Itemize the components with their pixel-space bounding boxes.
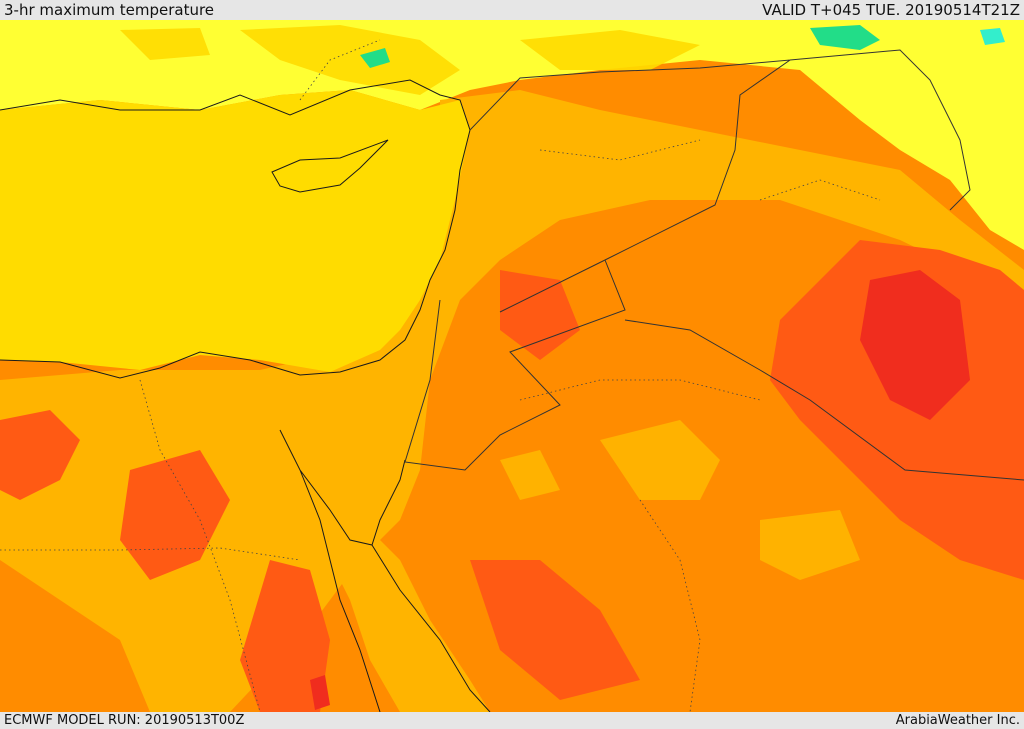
north-yellow-band (120, 25, 700, 95)
mediterranean-sea (0, 90, 470, 372)
map-canvas (0, 20, 1024, 712)
provider-label: ArabiaWeather Inc. (895, 713, 1020, 728)
red-sea (330, 520, 490, 712)
field-title: 3-hr maximum temperature (4, 1, 215, 19)
map-footer: ECMWF MODEL RUN: 20190513T00Z ArabiaWeat… (0, 712, 1024, 729)
north-cool-band (0, 20, 1024, 250)
cool-cyan-patch (980, 28, 1005, 45)
coastline-levant (0, 129, 471, 379)
hot-band-40 (310, 270, 970, 710)
valid-time-label: VALID T+045 TUE. 20190514T21Z (762, 1, 1020, 19)
cyprus-island (271, 139, 389, 193)
country-borders (404, 49, 1024, 481)
dotted-provincial-borders (0, 39, 881, 712)
coastline-north (0, 79, 471, 131)
cool-green-patch (360, 25, 880, 68)
coastline-redsea (279, 429, 491, 712)
model-run-label: ECMWF MODEL RUN: 20190513T00Z (4, 713, 245, 728)
inland-cool-patches (500, 420, 860, 580)
temperature-map (0, 20, 1024, 712)
levant-orange-band (0, 90, 1024, 712)
map-header: 3-hr maximum temperature VALID T+045 TUE… (0, 0, 1024, 20)
